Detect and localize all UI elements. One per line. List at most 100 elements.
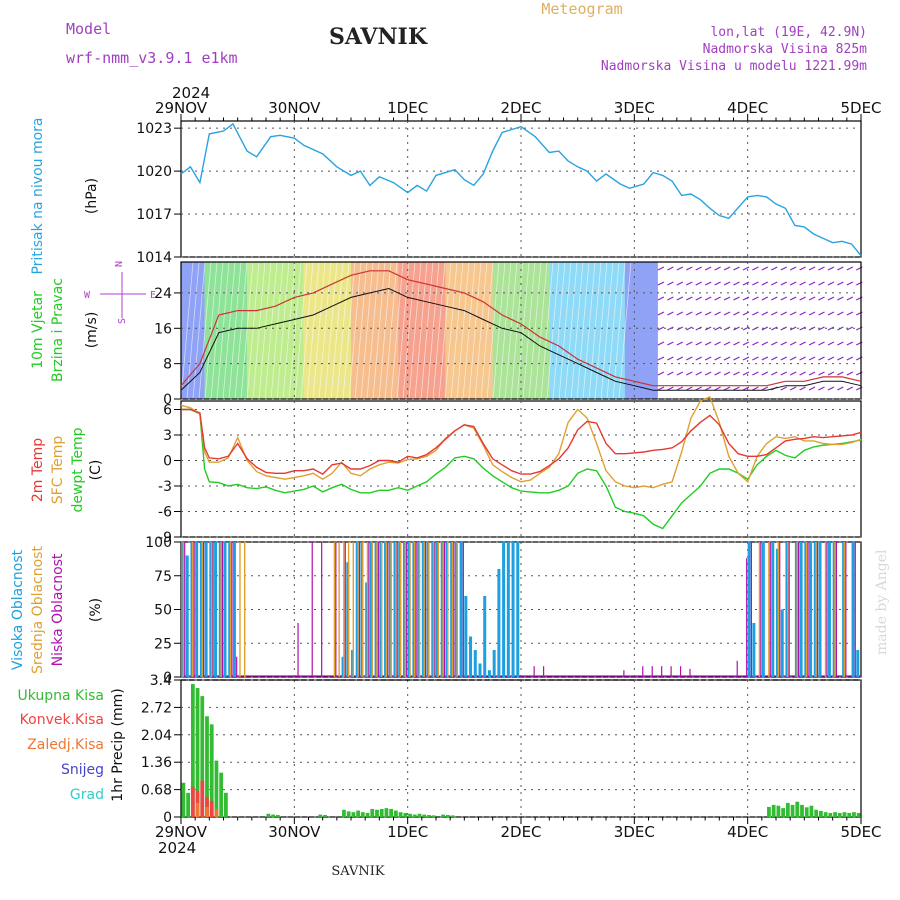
- precip-conv-bar: [209, 800, 214, 817]
- wind-barb: [808, 296, 816, 301]
- wind-hatch-line: [204, 261, 218, 400]
- wind-barb: [818, 311, 825, 316]
- wind-barb: [837, 371, 844, 376]
- wind-barb: [686, 266, 693, 271]
- pressure-ytick-label: 1014: [136, 250, 172, 266]
- wind-barb: [818, 281, 825, 286]
- wind-hatch-line: [444, 261, 458, 400]
- precip-total-bar: [785, 802, 790, 817]
- wind-barb: [704, 311, 712, 316]
- wind-barb: [761, 281, 769, 286]
- high-cloud-bar: [214, 542, 218, 677]
- low-cloud-bar: [679, 666, 682, 677]
- mid-cloud-bar: [413, 542, 416, 677]
- wind-barb: [704, 341, 712, 346]
- low-cloud-bar: [788, 542, 790, 677]
- high-cloud-bar: [785, 542, 789, 677]
- wind-hatch-line: [438, 261, 452, 400]
- wind-barb: [752, 386, 759, 391]
- wind-barb: [780, 341, 787, 346]
- high-cloud-bar: [473, 650, 477, 677]
- wind-barb: [799, 296, 806, 301]
- high-cloud-bar: [459, 542, 463, 677]
- wind-ylabel-2: Brzina i Pravac: [50, 278, 66, 382]
- wind-barb: [818, 296, 825, 301]
- low-cloud-bar: [387, 542, 389, 677]
- wind-barb: [742, 386, 750, 391]
- mid-cloud-bar: [333, 542, 336, 677]
- precip-total-bar: [360, 812, 365, 817]
- high-cloud-bar: [813, 542, 817, 677]
- precip-conv-bar: [190, 786, 195, 817]
- high-cloud-bar: [516, 542, 520, 677]
- low-cloud-bar: [321, 542, 323, 677]
- high-cloud-bar: [450, 542, 454, 677]
- high-cloud-bar: [209, 542, 213, 677]
- wind-barb: [846, 266, 854, 271]
- wind-barb: [704, 356, 712, 361]
- precip-ytick-label: 2.72: [141, 700, 172, 716]
- mid-cloud-bar: [343, 542, 345, 677]
- precip-total-bar: [828, 812, 833, 817]
- low-cloud-bar: [670, 666, 672, 677]
- top-date-label: 30NOV: [268, 99, 321, 117]
- precip-frz-bar: [195, 802, 200, 817]
- wind-barb: [789, 386, 797, 391]
- wind-barb: [808, 281, 816, 286]
- wind-hatch-line: [486, 261, 500, 400]
- wind-hatch-line: [456, 261, 470, 400]
- mid-cloud-bar: [366, 542, 369, 677]
- precip-total-bar: [205, 716, 209, 817]
- wind-barb: [837, 281, 844, 286]
- low-cloud-bar: [816, 542, 819, 677]
- precip-total-bar: [837, 812, 842, 817]
- pressure-ytick-label: 1017: [136, 207, 172, 223]
- wind-barb: [704, 281, 712, 286]
- wind-barb: [695, 386, 702, 391]
- wind-barb: [846, 296, 854, 301]
- wind-barb: [686, 386, 693, 391]
- wind-barb: [752, 341, 759, 346]
- temp-unit: (C): [88, 460, 104, 481]
- bottom-date-label: 2DEC: [500, 823, 541, 841]
- top-date-label: 2DEC: [500, 99, 541, 117]
- wind-band: [204, 262, 248, 399]
- low-cloud-bar: [193, 542, 195, 677]
- high-cloud-bar: [181, 542, 184, 677]
- temp-frame: [180, 400, 862, 538]
- wind-hatch: [180, 261, 632, 400]
- precip-total-bar: [403, 812, 408, 817]
- mid-cloud-bar: [805, 542, 808, 677]
- high-cloud-bar: [454, 542, 458, 677]
- low-cloud-bar: [826, 542, 828, 677]
- wind-barb: [789, 326, 797, 331]
- wind-hatch-line: [570, 261, 584, 400]
- compass-n: N: [114, 261, 125, 267]
- high-cloud-bar: [747, 542, 751, 677]
- low-cloud-bar: [236, 656, 238, 677]
- precip-total-bar: [346, 811, 351, 817]
- sfc-temp-line: [180, 395, 862, 489]
- low-cloud-bar: [642, 666, 644, 677]
- temp-ytick-label: -3: [158, 479, 172, 495]
- wind-barb: [676, 356, 684, 361]
- wind-barb: [676, 281, 684, 286]
- wind-barb: [733, 311, 740, 316]
- high-cloud-bar: [388, 542, 392, 677]
- wind-barb: [752, 356, 759, 361]
- high-cloud-bar: [341, 656, 345, 677]
- high-cloud-bar: [842, 542, 846, 677]
- high-cloud-bar: [421, 542, 425, 677]
- wind-barb: [742, 356, 750, 361]
- wind-barb: [799, 281, 806, 286]
- low-cloud-bar: [845, 542, 847, 677]
- wind-barb: [723, 296, 731, 301]
- year-bottom: 2024: [158, 839, 196, 857]
- wind-barb: [733, 341, 740, 346]
- wind-barb: [761, 266, 769, 271]
- cloud-ytick-label: 25: [154, 636, 172, 652]
- wind-barb: [695, 356, 702, 361]
- wind-hatch-line: [498, 261, 512, 400]
- wind-barb: [818, 356, 825, 361]
- precip-total-bar: [422, 814, 427, 817]
